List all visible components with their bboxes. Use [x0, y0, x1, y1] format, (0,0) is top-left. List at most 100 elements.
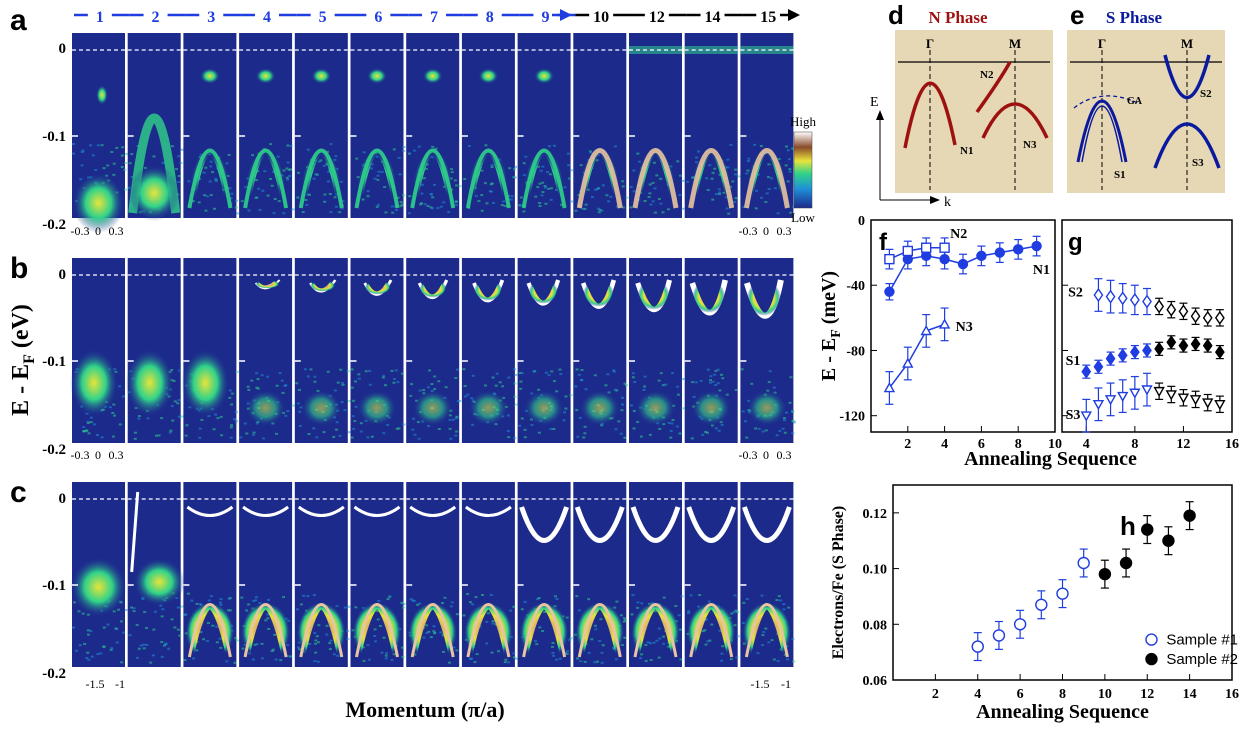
- fg-xlabel: Annealing Sequence: [964, 448, 1137, 470]
- map-a-5: [294, 33, 348, 218]
- panel-letter-g: g: [1068, 229, 1083, 256]
- map-c-7: [401, 482, 465, 667]
- g-point-S2-6: [1166, 302, 1177, 317]
- f-point-N1-0: [884, 286, 895, 297]
- map-a-13: [740, 33, 797, 218]
- a-xtick-right-0: -0.3: [739, 224, 758, 238]
- g-point-S2-9: [1202, 310, 1213, 325]
- g-point-S2-3: [1129, 292, 1140, 307]
- g-xtick-0: 4: [1083, 437, 1090, 452]
- c-xtick-right-1: -1: [781, 677, 791, 691]
- panel-letter-d: d: [888, 0, 904, 30]
- c-xtick-left-0: -1.5: [86, 677, 105, 691]
- colorbar-high: High: [790, 114, 817, 129]
- g-point-S3-6: [1153, 386, 1165, 398]
- sequence-label-1: 1: [96, 9, 104, 26]
- h-ytick-3: 0.12: [863, 507, 888, 522]
- band-s2: S2: [1200, 88, 1212, 100]
- x-axis-label-momentum: Momentum (π/a): [345, 697, 504, 722]
- left-ylabel: E - EF (eV): [8, 304, 38, 416]
- f-line-N2: [889, 246, 945, 260]
- sequence-label-5: 5: [319, 9, 327, 26]
- b-xtick-left-0: -0.3: [71, 448, 90, 462]
- ytick-a-0: 0: [59, 41, 67, 57]
- h-point-0-5: [1077, 556, 1090, 570]
- g-point-S3-4: [1129, 388, 1141, 399]
- panel-letter-f: f: [879, 229, 888, 256]
- g-point-S1-3: [1117, 348, 1128, 363]
- map-a-6: [350, 33, 406, 218]
- h-point-0-2: [1013, 618, 1027, 631]
- g-point-S1-10: [1202, 338, 1213, 353]
- f-xtick-4: 10: [1048, 437, 1062, 452]
- k-axis-label: k: [944, 195, 951, 210]
- panel-letter-a: a: [10, 4, 27, 37]
- h-point-1-4: [1183, 509, 1196, 522]
- g-point-S2-1: [1105, 289, 1116, 304]
- f-point-N3-2: [920, 324, 932, 336]
- g-point-S3-9: [1189, 395, 1202, 406]
- g-point-S3-7: [1165, 390, 1177, 401]
- b-xtick-left-2: 0.3: [109, 448, 124, 462]
- h-xtick-3: 8: [1059, 687, 1066, 702]
- g-point-S1-0: [1081, 364, 1092, 379]
- f-point-N2-2: [921, 242, 932, 253]
- f-ytick-2: -80: [846, 344, 865, 359]
- b-xtick-right-0: -0.3: [739, 448, 758, 462]
- ytick-b-0: 0: [59, 267, 67, 283]
- h-point-1-0: [1098, 567, 1112, 581]
- map-c-8: [457, 482, 520, 667]
- b-xtick-right-1: 0: [763, 448, 769, 462]
- ytick-c-0: 0: [59, 491, 67, 507]
- f-point-N1-7: [1013, 244, 1024, 255]
- g-point-S3-3: [1117, 391, 1129, 403]
- h-point-0-1: [992, 629, 1006, 642]
- g-point-S3-10: [1202, 398, 1214, 409]
- g-label-s2: S2: [1068, 286, 1083, 301]
- h-point-0-3: [1035, 598, 1048, 611]
- f-xtick-2: 6: [978, 437, 985, 452]
- f-point-N2-0: [884, 253, 895, 265]
- g-xtick-3: 16: [1225, 437, 1239, 452]
- panel-letter-h: h: [1120, 511, 1136, 541]
- map-a-4: [239, 33, 295, 218]
- map-a-2: [127, 33, 184, 221]
- ytick-c-2: -0.2: [42, 666, 66, 682]
- colorbar-low: Low: [791, 210, 815, 225]
- g-xtick-1: 8: [1131, 437, 1138, 452]
- map-b-2: [125, 258, 184, 443]
- h-legend-label-2: Sample #2: [1166, 651, 1238, 668]
- g-point-S1-1: [1093, 359, 1104, 374]
- g-point-S2-7: [1178, 304, 1189, 319]
- a-xtick-right-1: 0: [763, 224, 769, 238]
- arpes-maps: -0.3 0 0.3 -0.3 0 0.3 -0.3 0 0.3 -0.3 0 0.3 -1.5 -1 -1…: [70, 33, 799, 691]
- b-xtick-right-2: 0.3: [777, 448, 792, 462]
- g-point-S3-2: [1104, 395, 1117, 406]
- map-a-8: [461, 33, 518, 218]
- ytick-a-1: -0.1: [42, 129, 66, 145]
- sequence-label-10: 10: [593, 9, 609, 26]
- band-s3: S3: [1192, 157, 1204, 169]
- f-xtick-0: 2: [904, 437, 911, 452]
- map-b-7: [406, 258, 462, 443]
- g-label-s3: S3: [1066, 408, 1081, 423]
- map-b-13: [740, 258, 796, 443]
- map-a-3: [183, 33, 239, 218]
- colorbar: High Low: [790, 114, 817, 225]
- h-xtick-4: 10: [1098, 687, 1112, 702]
- f-line-N3: [888, 323, 945, 389]
- a-xtick-right-2: 0.3: [777, 224, 792, 238]
- panel-d-m: M: [1009, 36, 1021, 51]
- f-point-N1-8: [1031, 240, 1042, 252]
- map-c-4: [234, 482, 297, 667]
- g-point-S2-10: [1214, 310, 1225, 325]
- panel-d-schematic: N Phase Γ M N1 N2 N3 E k: [870, 8, 1053, 210]
- f-ytick-1: -40: [846, 279, 865, 294]
- map-c-5: [289, 482, 353, 667]
- ytick-a-2: -0.2: [42, 217, 66, 233]
- g-point-S2-5: [1154, 299, 1165, 314]
- sequence-label-4: 4: [263, 9, 271, 26]
- g-point-S1-8: [1178, 338, 1189, 353]
- map-b-12: [684, 258, 738, 443]
- sequence-label-12: 12: [649, 9, 665, 26]
